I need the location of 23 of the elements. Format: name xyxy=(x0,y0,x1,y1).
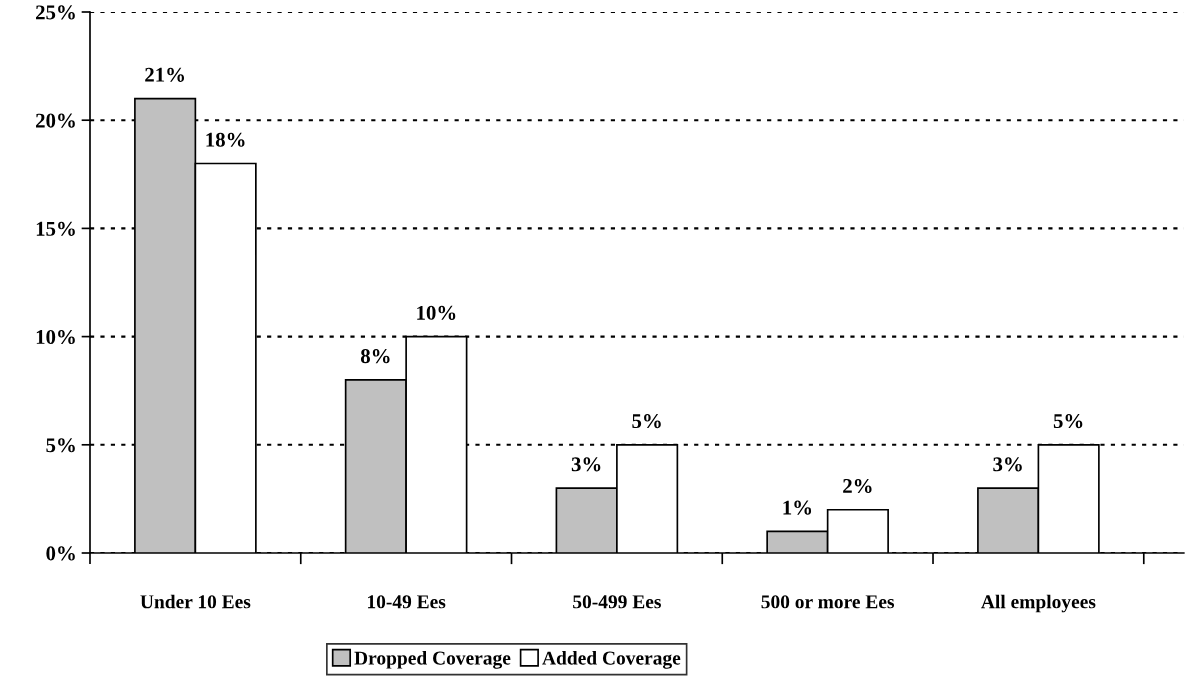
data-label: 5% xyxy=(632,414,661,429)
x-tick-label: All employees xyxy=(981,594,1096,613)
data-label: 3% xyxy=(993,457,1022,472)
x-tick-label: 500 or more Ees xyxy=(761,595,895,609)
y-tick-label: 25% xyxy=(36,5,75,20)
data-label: 10% xyxy=(417,305,456,320)
y-tick-label: 20% xyxy=(36,113,75,128)
x-tick-label: 50-499 Ees xyxy=(573,595,661,609)
y-tick-label: 5% xyxy=(46,438,75,453)
data-label: 1% xyxy=(783,500,812,515)
data-label: 18% xyxy=(206,132,245,147)
data-label: 3% xyxy=(571,457,601,472)
x-tick-label: Under 10 Ees xyxy=(140,594,251,609)
y-tick-label: 15% xyxy=(36,221,75,236)
data-label: 5% xyxy=(1053,414,1083,429)
data-label: 2% xyxy=(843,478,872,494)
data-label: 21% xyxy=(145,67,185,82)
legend-label: Dropped Coverage xyxy=(354,650,511,669)
x-tick-label: 10-49 Ees xyxy=(367,595,446,609)
y-tick-label: 0% xyxy=(46,546,75,561)
data-label: 8% xyxy=(360,349,390,364)
legend-label: Added Coverage xyxy=(542,650,681,669)
y-tick-label: 10% xyxy=(36,329,75,345)
